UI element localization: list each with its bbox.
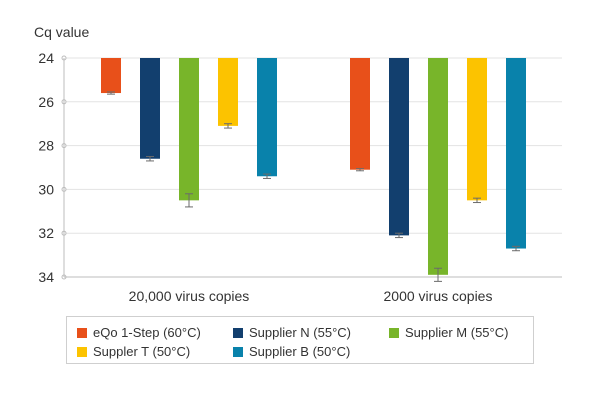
bar <box>257 58 277 177</box>
legend-label: Supplier B (50°C) <box>249 344 351 359</box>
bar <box>428 58 448 275</box>
legend-label: Suppler T (50°C) <box>93 344 191 359</box>
legend-item: Supplier B (50°C) <box>233 344 350 359</box>
bar <box>218 58 238 126</box>
y-axis-label: Cq value <box>34 24 90 40</box>
y-tick-label: 30 <box>38 181 54 197</box>
legend-item: Suppler T (50°C) <box>77 344 190 359</box>
legend-swatch <box>233 327 243 338</box>
y-tick-label: 26 <box>38 94 54 110</box>
y-tick-label: 34 <box>38 269 54 285</box>
bar <box>389 58 409 236</box>
chart-legend: eQo 1-Step (60°C) Supplier N (55°C) Suppli… <box>66 316 534 364</box>
x-category-label: 2000 virus copies <box>384 288 493 304</box>
legend-swatch <box>77 327 87 338</box>
legend-swatch <box>233 346 243 357</box>
bar <box>101 58 121 94</box>
x-category-label: 20,000 virus copies <box>129 288 250 304</box>
bar <box>467 58 487 201</box>
legend-item: Supplier M (55°C) <box>389 325 508 340</box>
bar <box>506 58 526 249</box>
legend-label: Supplier M (55°C) <box>405 325 509 340</box>
bar <box>179 58 199 201</box>
bar-chart: 24 26 28 30 32 34 20,000 virus copies 2000 viru… <box>38 50 562 304</box>
legend-swatch <box>389 327 399 338</box>
legend-label: eQo 1-Step (60°C) <box>93 325 201 340</box>
legend-item: Supplier N (55°C) <box>233 325 351 340</box>
legend-swatch <box>77 346 87 357</box>
y-tick-label: 24 <box>38 50 54 66</box>
legend-label: Supplier N (55°C) <box>249 325 352 340</box>
legend-item: eQo 1-Step (60°C) <box>77 325 201 340</box>
y-tick-label: 32 <box>38 225 54 241</box>
y-tick-label: 28 <box>38 138 54 154</box>
bar <box>350 58 370 170</box>
bar <box>140 58 160 159</box>
